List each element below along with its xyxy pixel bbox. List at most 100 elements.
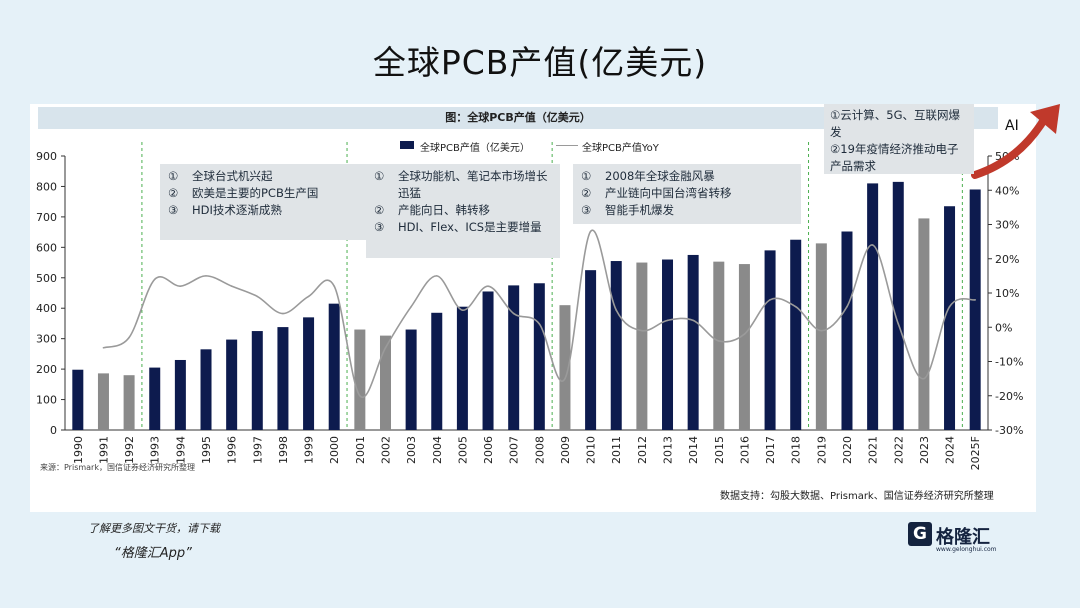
annotation-row: ③ 智能手机爆发: [581, 202, 793, 219]
annotation-era-2: ① 全球功能机、笔记本市场增长迅猛 ② 产能向日、韩转移 ③ HDI、Flex、ICS…: [366, 164, 560, 258]
bar-2008: [533, 283, 545, 430]
yoy-point-1994: [179, 285, 182, 287]
annotation-text: 2008年全球金融风暴: [605, 169, 715, 183]
annotation-num: ③: [168, 203, 179, 217]
yoy-point-2000: [333, 285, 336, 287]
x-tick-label: 2017: [764, 436, 777, 464]
x-tick-label: 1998: [277, 436, 290, 464]
promo-text: 了解更多图文干货，请下载: [88, 522, 220, 535]
y-left-tick-label: 400: [36, 302, 57, 315]
annotation-row: ① 全球台式机兴起: [168, 168, 360, 185]
yoy-point-2001: [359, 394, 361, 397]
yoy-point-2012: [641, 329, 643, 332]
logo-name: 格隆汇: [936, 527, 990, 548]
bar-2024: [944, 206, 956, 430]
bar-2018: [790, 239, 802, 430]
annotation-num: ②: [581, 186, 592, 200]
yoy-point-2018: [794, 305, 797, 308]
x-tick-label: 1995: [200, 436, 213, 464]
x-tick-label: 2015: [713, 436, 726, 464]
page-title: 全球PCB产值(亿美元): [372, 43, 708, 82]
annotation-row: ② 产能向日、韩转移: [374, 202, 552, 219]
annotation-text: 智能手机爆发: [605, 203, 674, 217]
annotation-num: ③: [581, 203, 592, 217]
bar-2012: [636, 262, 648, 430]
bar-1996: [226, 339, 238, 430]
annotation-text: 全球功能机、笔记本市场增长迅猛: [398, 169, 548, 200]
yoy-point-1995: [205, 275, 207, 277]
y-right-tick-label: -10%: [995, 356, 1023, 369]
yoy-point-2022: [897, 323, 900, 325]
yoy-point-2011: [615, 309, 618, 311]
legend-line-swatch: [556, 145, 578, 146]
yoy-point-2005: [461, 309, 464, 311]
annotation-num: ①: [581, 169, 592, 183]
chart-caption: 图：全球PCB产值（亿美元）: [445, 111, 591, 124]
annotation-text: HDI、Flex、ICS是主要增量: [398, 220, 542, 234]
yoy-point-1998: [282, 312, 284, 315]
ai-arrow-head-icon: [1030, 104, 1060, 134]
annotation-text: HDI技术逐渐成熟: [192, 203, 282, 217]
x-tick-label: 2016: [738, 436, 751, 464]
bar-2017: [764, 250, 776, 430]
x-tick-label: 2009: [559, 436, 572, 464]
x-tick-label: 2000: [328, 436, 341, 464]
yoy-point-2002: [384, 347, 387, 349]
yoy-point-1993: [153, 278, 156, 281]
x-tick-label: 1996: [226, 436, 239, 464]
yoy-point-2009: [564, 377, 566, 380]
yoy-point-2010: [589, 230, 592, 233]
bar-2004: [431, 312, 443, 430]
annotation-num: ②: [374, 203, 385, 217]
annotation-row: ③ HDI、Flex、ICS是主要增量: [374, 219, 552, 236]
yoy-point-2023: [923, 377, 925, 380]
bar-2005: [456, 306, 468, 430]
y-right-tick-label: 30%: [995, 219, 1019, 232]
x-tick-label: 2022: [892, 436, 905, 464]
annotation-row: ① 全球功能机、笔记本市场增长迅猛: [374, 168, 552, 202]
gelonghui-logo[interactable]: G 格隆汇 www.gelonghui.com: [908, 520, 1018, 556]
yoy-point-2017: [769, 299, 771, 301]
annotation-text: 产业链向中国台湾省转移: [605, 186, 732, 200]
yoy-point-1996: [230, 285, 233, 287]
bar-2014: [687, 254, 699, 430]
annotation-text: ①云计算、5G、互联网爆发: [830, 108, 961, 139]
x-tick-label: 2004: [431, 436, 444, 464]
y-left-tick-label: 300: [36, 333, 57, 346]
y-right-tick-label: 10%: [995, 287, 1019, 300]
bar-1993: [149, 367, 161, 430]
x-tick-label: 2011: [610, 436, 623, 464]
annotation-num: ①: [168, 169, 179, 183]
bar-2009: [559, 305, 571, 430]
y-left-tick-label: 500: [36, 272, 57, 285]
annotation-row: ① 2008年全球金融风暴: [581, 168, 793, 185]
yoy-point-2013: [666, 319, 669, 322]
logo-url: www.gelonghui.com: [936, 546, 997, 553]
x-tick-label: 1991: [97, 436, 110, 464]
bar-2023: [918, 218, 930, 430]
bar-1995: [200, 349, 212, 430]
x-tick-label: 1999: [303, 436, 316, 464]
yoy-point-2019: [820, 329, 823, 332]
yoy-point-2014: [692, 319, 694, 322]
bar-1990: [72, 369, 84, 430]
y-left-tick-label: 900: [36, 150, 57, 163]
annotation-era-1: ① 全球台式机兴起 ② 欧美是主要的PCB生产国 ③ HDI技术逐渐成熟: [160, 164, 368, 240]
y-left-tick-label: 700: [36, 211, 57, 224]
x-tick-label: 2008: [533, 436, 546, 464]
bar-2010: [585, 270, 597, 430]
bar-1994: [174, 359, 186, 430]
x-tick-label: 2021: [867, 436, 880, 464]
bar-2013: [662, 259, 674, 430]
x-tick-label: 1994: [174, 436, 187, 464]
annotation-row: ③ HDI技术逐渐成熟: [168, 202, 360, 219]
yoy-point-2020: [846, 305, 848, 308]
annotation-text: 产能向日、韩转移: [398, 203, 490, 217]
bar-2022: [892, 181, 904, 430]
x-tick-label: 2019: [815, 436, 828, 464]
promo-app-name[interactable]: “格隆汇App”: [114, 546, 192, 561]
y-left-tick-label: 100: [36, 394, 57, 407]
annotation-text: 全球台式机兴起: [192, 169, 273, 183]
bar-2015: [713, 261, 725, 430]
bar-1999: [303, 317, 315, 430]
